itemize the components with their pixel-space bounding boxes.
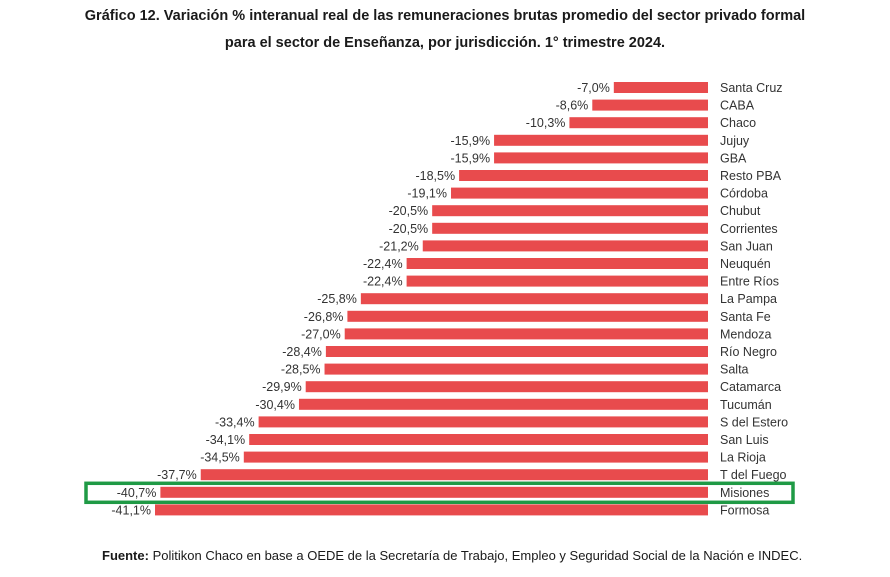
bar-caba [592, 99, 708, 111]
chart-title-line-1: Gráfico 12. Variación % interanual real … [84, 8, 806, 24]
value-label-catamarca: -29,9% [262, 380, 302, 394]
value-label-san-luis: -34,1% [206, 433, 246, 447]
bar-salta [324, 363, 708, 375]
category-label-mendoza: Mendoza [720, 327, 771, 341]
category-label-jujuy: Jujuy [720, 134, 750, 148]
bar-san-luis [249, 434, 708, 445]
category-label-formosa: Formosa [720, 503, 769, 517]
bar-entre-rios [406, 275, 708, 287]
category-label-chaco: Chaco [720, 116, 756, 130]
value-label-salta: -28,5% [281, 363, 321, 377]
bar-neuquen [406, 258, 708, 269]
category-label-neuquen: Neuquén [720, 257, 771, 271]
value-label-san-juan: -21,2% [379, 239, 419, 253]
value-label-formosa: -41,1% [111, 503, 151, 517]
value-label-mendoza: -27,0% [301, 327, 341, 341]
category-label-chubut: Chubut [720, 204, 761, 218]
value-label-chubut: -20,5% [389, 204, 429, 218]
bar-santa-cruz [613, 82, 708, 93]
bar-resto-pba [459, 170, 708, 181]
value-label-cordoba: -19,1% [407, 187, 447, 201]
category-label-entre-rios: Entre Ríos [720, 275, 779, 289]
category-label-caba: CABA [720, 99, 755, 113]
category-label-san-luis: San Luis [720, 433, 769, 447]
value-label-corrientes: -20,5% [389, 222, 429, 236]
bar-la-pampa [360, 293, 708, 305]
category-label-cordoba: Córdoba [720, 187, 768, 201]
bar-misiones [160, 486, 709, 498]
bar-chaco [569, 117, 708, 129]
category-label-santa-fe: Santa Fe [720, 310, 771, 324]
value-label-caba: -8,6% [556, 99, 589, 113]
category-label-salta: Salta [720, 363, 749, 377]
value-label-santa-fe: -26,8% [304, 310, 344, 324]
category-label-san-juan: San Juan [720, 239, 773, 253]
value-label-t-del-fuego: -37,7% [157, 468, 197, 482]
bar-rio-negro [325, 346, 708, 357]
category-label-la-pampa: La Pampa [720, 292, 777, 306]
bar-tucuman [298, 398, 708, 410]
source-text: Politikon Chaco en base a OEDE de la Sec… [148, 548, 803, 563]
bar-cordoba [451, 187, 708, 199]
value-label-gba: -15,9% [450, 151, 490, 165]
category-label-misiones: Misiones [720, 486, 769, 500]
category-label-s-del-estero: S del Estero [720, 415, 788, 429]
category-label-catamarca: Catamarca [720, 380, 781, 394]
bar-corrientes [432, 222, 708, 234]
value-label-misiones: -40,7% [117, 486, 157, 500]
value-label-la-rioja: -34,5% [200, 451, 240, 465]
bar-formosa [155, 504, 708, 516]
bar-santa-fe [347, 310, 708, 322]
bar-s-del-estero [258, 416, 708, 428]
category-label-t-del-fuego: T del Fuego [720, 468, 787, 482]
source-label: Fuente: [102, 548, 149, 563]
category-label-gba: GBA [720, 151, 747, 165]
value-label-resto-pba: -18,5% [415, 169, 455, 183]
category-label-tucuman: Tucumán [720, 398, 772, 412]
bar-jujuy [494, 134, 708, 146]
value-label-la-pampa: -25,8% [317, 292, 357, 306]
value-label-neuquen: -22,4% [363, 257, 403, 271]
bar-catamarca [305, 381, 708, 393]
bar-gba [494, 152, 708, 164]
bar-la-rioja [243, 451, 708, 463]
category-label-santa-cruz: Santa Cruz [720, 81, 783, 95]
value-label-tucuman: -30,4% [255, 398, 295, 412]
bar-t-del-fuego [200, 469, 709, 481]
bar-chubut [432, 205, 708, 217]
chart-title-line-2: para el sector de Enseñanza, por jurisdi… [224, 35, 666, 51]
bar-san-juan [422, 240, 708, 252]
value-label-entre-rios: -22,4% [363, 275, 403, 289]
value-label-jujuy: -15,9% [450, 134, 490, 148]
source-note: Fuente: Politikon Chaco en base a OEDE d… [102, 548, 802, 563]
value-label-s-del-estero: -33,4% [215, 415, 255, 429]
bar-mendoza [344, 328, 708, 340]
highlight-box-misiones [84, 481, 795, 505]
category-label-rio-negro: Río Negro [720, 345, 777, 359]
category-label-resto-pba: Resto PBA [720, 169, 782, 183]
value-label-rio-negro: -28,4% [282, 345, 322, 359]
category-label-la-rioja: La Rioja [720, 451, 766, 465]
value-label-santa-cruz: -7,0% [577, 81, 610, 95]
value-label-chaco: -10,3% [526, 116, 566, 130]
category-label-corrientes: Corrientes [720, 222, 778, 236]
